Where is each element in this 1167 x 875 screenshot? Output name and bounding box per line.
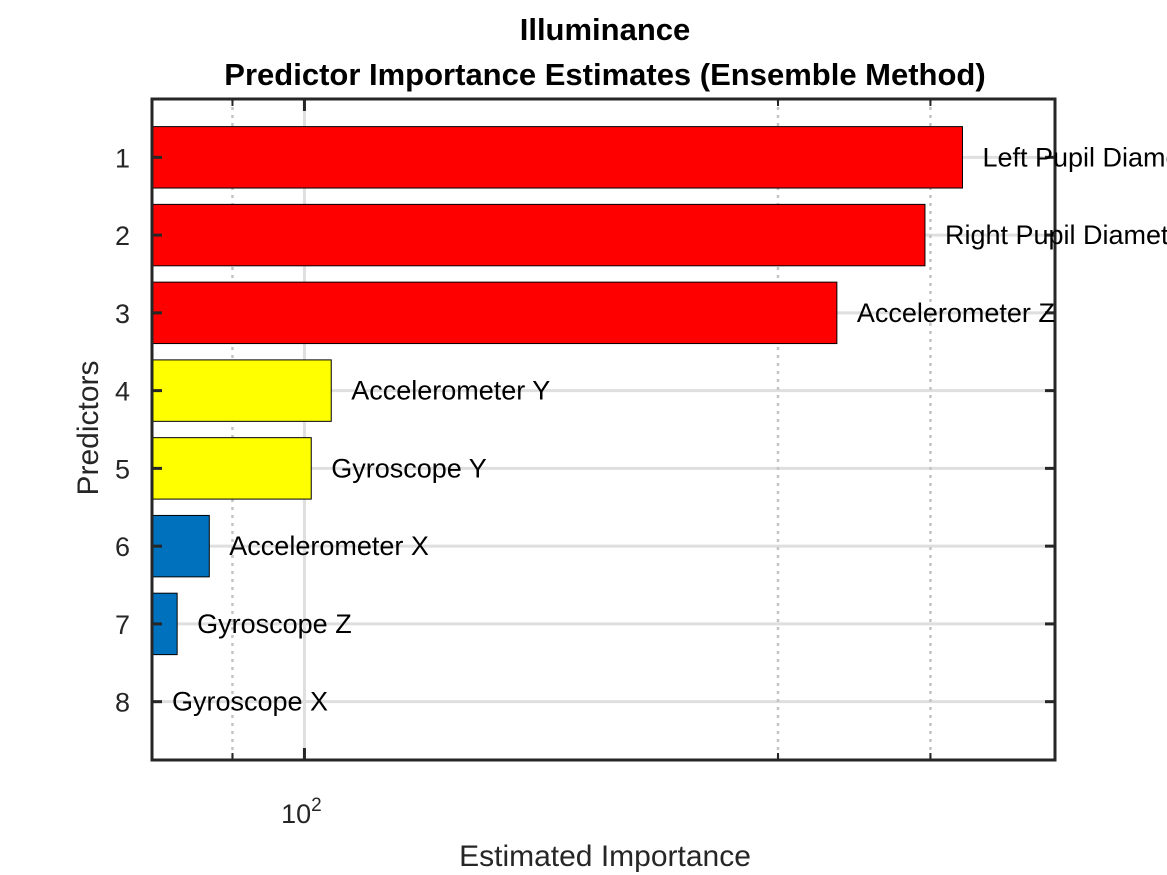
bar-label: Gyroscope X (172, 687, 328, 717)
bar-label: Accelerometer Y (351, 376, 550, 406)
bar-labels: Left Pupil Diameter Right Pupil Diameter A… (172, 142, 1167, 716)
y-tick-label: 7 (115, 610, 130, 640)
y-tick-label: 2 (115, 221, 130, 251)
chart-title-line-2: Predictor Importance Estimates (Ensemble… (224, 57, 985, 92)
axes-box (150, 97, 1057, 762)
x-axis-label: Estimated Importance (459, 840, 751, 873)
y-axis-label: Predictors (72, 360, 105, 495)
bar-label: Left Pupil Diameter (982, 142, 1167, 172)
y-tick-label: 3 (115, 299, 130, 329)
bar (151, 514, 210, 578)
x-tick-label: 102 (281, 795, 322, 829)
y-tick-label: 8 (115, 688, 130, 718)
bar-label: Gyroscope Y (331, 453, 487, 483)
bar (151, 359, 332, 422)
bars (151, 126, 963, 656)
y-tick-label: 5 (115, 454, 130, 484)
bar (151, 281, 838, 345)
y-tick-label: 4 (115, 377, 130, 407)
bar (151, 203, 926, 267)
bar (151, 437, 312, 500)
y-tick-label: 6 (115, 532, 130, 562)
y-tick-label: 1 (115, 143, 130, 173)
bar-label: Gyroscope Z (197, 609, 352, 639)
axes: 1 2 3 4 5 6 7 8 102 (115, 97, 1057, 829)
bar (151, 126, 963, 189)
chart-title-line-1: Illuminance (520, 12, 691, 47)
bar-label: Accelerometer Z (857, 298, 1055, 328)
bar-label: Right Pupil Diameter (945, 220, 1167, 250)
bar-label: Accelerometer X (229, 531, 429, 561)
